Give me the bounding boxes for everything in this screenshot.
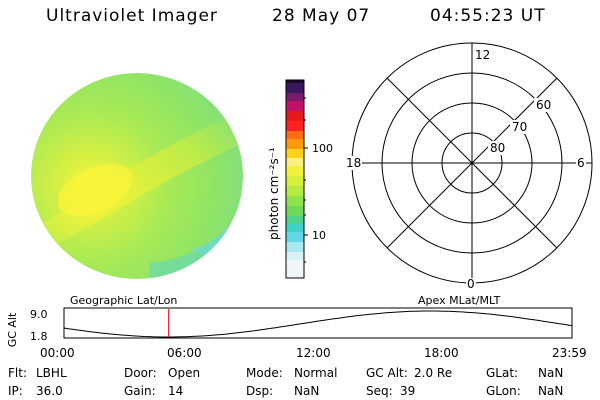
orbit-y-label: GC Alt (6, 312, 19, 347)
status-door-label: Door: (124, 366, 157, 380)
status-dsp-value: NaN (294, 384, 320, 398)
status-ip: IP: 36.0 (8, 384, 63, 398)
polar-diagonal-2 (386, 77, 558, 249)
uv-image-disk (31, 73, 243, 279)
orbit-plot-frame (63, 307, 573, 339)
polar-plot (351, 42, 593, 284)
polar-label-12: 12 (475, 48, 490, 62)
status-door: Door: Open (124, 366, 200, 380)
orbit-left-title: Geographic Lat/Lon (70, 294, 177, 307)
orbit-x-tick-2: 12:00 (296, 346, 331, 360)
time-label: 04:55:23 UT (430, 6, 546, 26)
status-mode: Mode: Normal (246, 366, 337, 380)
polar-label-18: 18 (346, 156, 361, 170)
orbit-y-tick-1.8: 1.8 (30, 330, 48, 343)
orbit-x-tick-3: 18:00 (424, 346, 459, 360)
orbit-x-tick-1: 06:00 (167, 346, 202, 360)
status-door-value: Open (168, 366, 201, 380)
status-ip-label: IP: (8, 384, 23, 398)
status-gcalt: GC Alt: 2.0 Re (366, 366, 452, 380)
colorbar-tick-100: 100 (312, 142, 333, 155)
polar-label-70: 70 (512, 120, 527, 134)
orbit-x-tick-0: 00:00 (40, 346, 75, 360)
colorbar: 100 10 photon cm⁻²s⁻¹ (267, 79, 333, 279)
orbit-panel: Geographic Lat/Lon Apex MLat/MLT GC Alt … (6, 294, 587, 360)
polar-label-80: 80 (490, 141, 505, 155)
status-glon-value: NaN (538, 384, 564, 398)
orbit-y-tick-9: 9.0 (30, 308, 48, 321)
status-mode-label: Mode: (246, 366, 283, 380)
status-dsp-label: Dsp: (246, 384, 274, 398)
status-glon: GLon: NaN (486, 384, 563, 398)
status-flt-value: LBHL (36, 366, 67, 380)
date-label: 28 May 07 (272, 6, 371, 26)
orbit-right-title: Apex MLat/MLT (418, 294, 501, 307)
status-glat-value: NaN (538, 366, 564, 380)
colorbar-unit-label: photon cm⁻²s⁻¹ (267, 147, 281, 240)
orbit-altitude-curve (63, 310, 573, 338)
status-seq-value: 39 (400, 384, 416, 398)
status-seq-label: Seq: (366, 384, 393, 398)
instrument-title: Ultraviolet Imager (46, 6, 218, 26)
orbit-x-tick-4: 23:59 (552, 346, 587, 360)
polar-label-6: 6 (577, 156, 585, 170)
polar-label-60: 60 (536, 98, 551, 112)
status-seq: Seq: 39 (366, 384, 415, 398)
polar-label-0: 0 (467, 277, 475, 291)
status-glon-label: GLon: (486, 384, 521, 398)
status-flt-label: Flt: (8, 366, 27, 380)
status-gain: Gain: 14 (124, 384, 183, 398)
status-gcalt-label: GC Alt: (366, 366, 408, 380)
status-mode-value: Normal (294, 366, 338, 380)
status-flt: Flt: LBHL (8, 366, 67, 380)
status-gain-value: 14 (168, 384, 184, 398)
status-glat-label: GLat: (486, 366, 519, 380)
status-ip-value: 36.0 (36, 384, 63, 398)
status-gain-label: Gain: (124, 384, 156, 398)
status-dsp: Dsp: NaN (246, 384, 319, 398)
status-gcalt-value: 2.0 Re (414, 366, 453, 380)
status-glat: GLat: NaN (486, 366, 563, 380)
colorbar-tick-10: 10 (312, 229, 326, 242)
